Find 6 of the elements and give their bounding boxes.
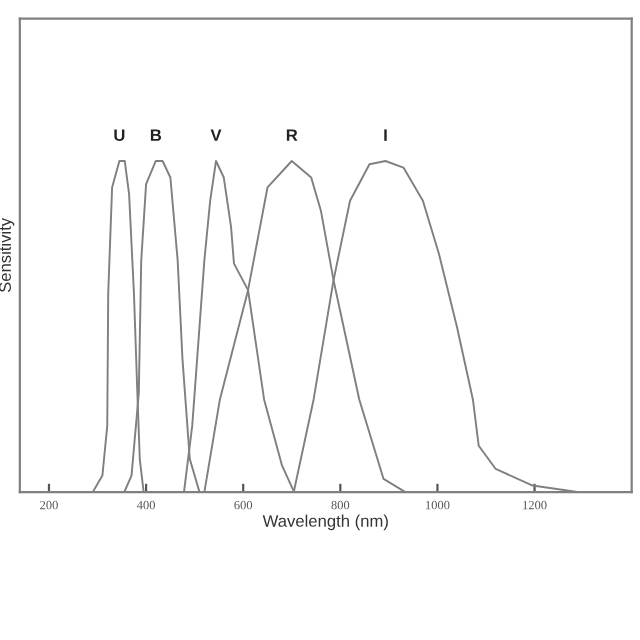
series-label: R: [286, 129, 298, 141]
x-axis-title: Wavelength (nm): [262, 514, 388, 531]
series-label: I: [384, 129, 387, 141]
series-label: B: [150, 129, 162, 141]
series-label: V: [210, 129, 222, 141]
series-label: U: [114, 129, 125, 142]
